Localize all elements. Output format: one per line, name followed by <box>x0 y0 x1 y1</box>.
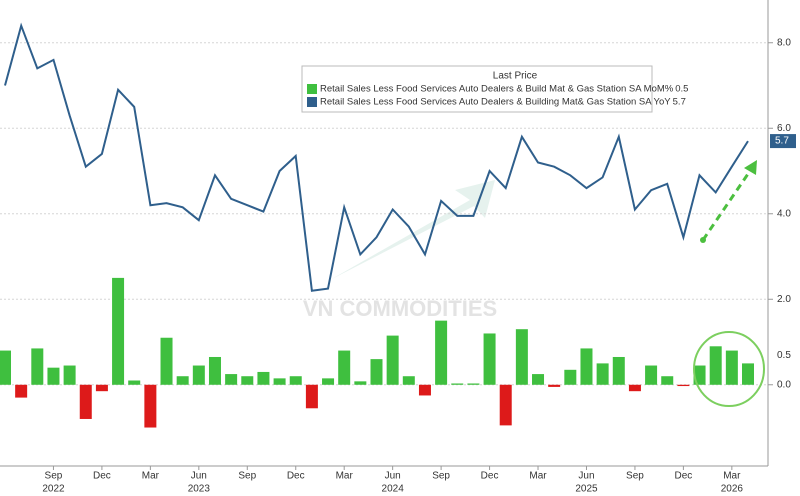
bar <box>435 320 448 385</box>
bar <box>564 369 577 385</box>
x-tick-label: Jun <box>191 471 207 482</box>
x-tick-label: Mar <box>723 471 741 482</box>
last-value-tag <box>770 134 796 149</box>
bar <box>31 348 44 385</box>
x-tick-label: Dec <box>674 471 692 482</box>
last-value-label: 0.5 <box>777 350 791 361</box>
legend-title: Last Price <box>493 71 538 82</box>
bar <box>742 363 754 385</box>
bar <box>257 371 270 385</box>
bar <box>63 365 76 385</box>
legend-entries: Retail Sales Less Food Services Auto Dea… <box>307 84 688 108</box>
x-tick-label: Jun <box>578 471 594 482</box>
x-tick-label: Sep <box>432 471 450 482</box>
legend-value: 0.5 <box>675 84 688 95</box>
bar <box>47 367 60 385</box>
bar <box>208 356 221 385</box>
legend-label: Retail Sales Less Food Services Auto Dea… <box>320 84 674 95</box>
bar <box>580 348 593 385</box>
year-label: 2026 <box>721 484 744 495</box>
trend-arrow-start <box>700 237 706 243</box>
y-tick-label: 4.0 <box>777 208 791 219</box>
x-tick-label: Dec <box>93 471 111 482</box>
bar <box>467 383 480 385</box>
bar <box>499 384 512 426</box>
bar <box>386 335 399 385</box>
last-value-label: 5.7 <box>775 136 789 147</box>
x-tick-label: Mar <box>529 471 547 482</box>
line <box>4 22 749 292</box>
bar <box>289 376 302 385</box>
bar <box>176 376 189 385</box>
legend-swatch <box>307 97 317 107</box>
legend-label: Retail Sales Less Food Services Auto Dea… <box>320 97 671 108</box>
bar <box>160 337 173 385</box>
bar <box>532 374 545 385</box>
x-tick-label: Mar <box>336 471 354 482</box>
bar <box>709 346 722 385</box>
x-tick-label: Sep <box>626 471 644 482</box>
bar <box>628 384 641 392</box>
highlight-circle <box>693 331 765 407</box>
y-tick-label: 0.0 <box>777 379 791 390</box>
bar <box>273 378 286 385</box>
year-label: 2023 <box>188 484 211 495</box>
bar <box>241 376 254 385</box>
bar <box>661 376 674 385</box>
bar <box>645 365 658 385</box>
x-tick-label: Sep <box>238 471 256 482</box>
x-tick-label: Dec <box>481 471 499 482</box>
bar <box>483 333 496 385</box>
bar <box>95 384 108 392</box>
bar <box>370 359 383 385</box>
bar <box>15 384 28 398</box>
x-tick-label: Jun <box>385 471 401 482</box>
bar <box>144 384 157 428</box>
bar <box>515 329 528 385</box>
bar <box>451 383 464 385</box>
year-label: 2022 <box>42 484 65 495</box>
bar <box>322 378 335 385</box>
bar <box>128 380 141 385</box>
bar <box>0 350 11 385</box>
x-tick-label: Mar <box>142 471 160 482</box>
bar <box>112 277 125 385</box>
bar <box>596 363 609 385</box>
bar <box>693 365 706 385</box>
bar <box>225 374 238 385</box>
watermark: VN COMMODITIES <box>303 296 497 321</box>
y-tick-label: 8.0 <box>777 37 791 48</box>
trend-arrow-head <box>744 160 757 175</box>
y-tick-label: 2.0 <box>777 294 791 305</box>
trend-arrow <box>701 167 754 241</box>
legend-value: 5.7 <box>673 97 686 108</box>
x-tick-label: Dec <box>287 471 305 482</box>
bar <box>548 384 561 387</box>
bar <box>402 376 415 385</box>
y-tick-label: 6.0 <box>777 123 791 134</box>
bar <box>79 384 92 419</box>
bar <box>418 384 431 396</box>
year-label: 2025 <box>575 484 598 495</box>
bar <box>305 384 318 409</box>
bar <box>338 350 351 385</box>
x-tick-label: Sep <box>45 471 63 482</box>
legend-swatch <box>307 84 317 94</box>
legend <box>301 65 653 113</box>
plot <box>0 22 768 428</box>
bar <box>192 365 205 385</box>
bar <box>677 384 690 387</box>
watermark-arrow <box>330 180 495 280</box>
bar <box>354 381 367 385</box>
year-label: 2024 <box>382 484 405 495</box>
bar <box>725 350 738 385</box>
bar <box>612 356 625 385</box>
